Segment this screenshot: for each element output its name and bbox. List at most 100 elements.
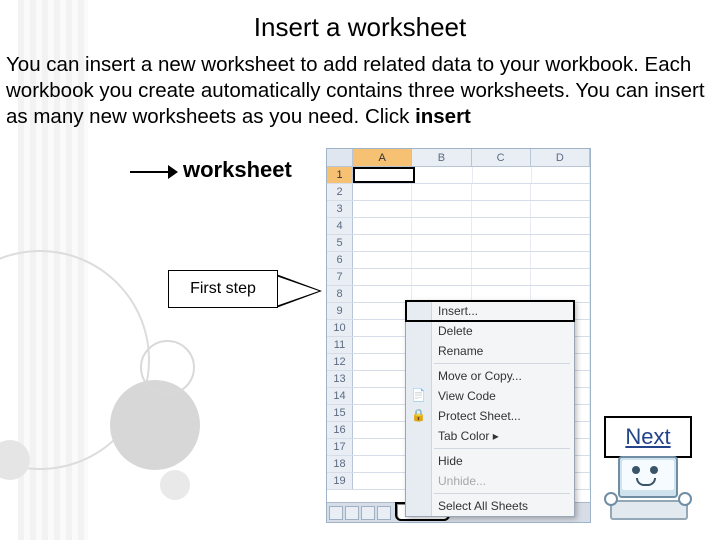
select-all-corner <box>327 149 353 166</box>
cell <box>353 473 412 489</box>
cell <box>353 303 412 319</box>
row-header: 12 <box>327 354 353 370</box>
row-header: 19 <box>327 473 353 489</box>
tab-nav-button <box>329 506 343 520</box>
page-title: Insert a worksheet <box>0 12 720 43</box>
worksheet-keyword: worksheet <box>183 157 292 183</box>
context-menu-item[interactable]: Rename <box>406 341 574 361</box>
column-header: B <box>412 149 471 166</box>
cell <box>412 184 471 200</box>
row-header: 7 <box>327 269 353 285</box>
cell <box>353 218 412 234</box>
context-menu-item[interactable]: Protect Sheet...🔒 <box>406 406 574 426</box>
cell <box>353 456 412 472</box>
row-header: 4 <box>327 218 353 234</box>
cell <box>412 252 471 268</box>
cell <box>473 167 532 183</box>
cell <box>353 252 412 268</box>
cell <box>532 167 591 183</box>
cell <box>353 184 412 200</box>
row-header: 17 <box>327 439 353 455</box>
tab-nav-button <box>377 506 391 520</box>
cell <box>353 371 412 387</box>
row-header: 6 <box>327 252 353 268</box>
cell <box>531 201 590 217</box>
callout-pointer <box>276 276 319 306</box>
cell <box>412 269 471 285</box>
spreadsheet-row: 5 <box>327 235 590 252</box>
row-header: 2 <box>327 184 353 200</box>
row-header: 15 <box>327 405 353 421</box>
cell <box>353 439 412 455</box>
lock-icon: 🔒 <box>411 408 427 424</box>
context-menu-item[interactable]: Hide <box>406 451 574 471</box>
spreadsheet-row: 7 <box>327 269 590 286</box>
cell <box>472 252 531 268</box>
row-header: 16 <box>327 422 353 438</box>
spreadsheet-row: 3 <box>327 201 590 218</box>
cell <box>353 320 412 336</box>
row-header: 13 <box>327 371 353 387</box>
menu-separator <box>434 448 570 449</box>
spreadsheet-row: 1 <box>327 167 590 184</box>
cell <box>531 218 590 234</box>
first-step-callout: First step <box>168 270 278 308</box>
cell <box>531 252 590 268</box>
tab-nav-button <box>345 506 359 520</box>
row-header: 14 <box>327 388 353 404</box>
next-button-box[interactable]: Next <box>604 416 692 458</box>
cell <box>353 201 412 217</box>
cell <box>353 354 412 370</box>
cell <box>412 235 471 251</box>
row-header: 8 <box>327 286 353 302</box>
spreadsheet-row: 2 <box>327 184 590 201</box>
column-header: D <box>531 149 590 166</box>
context-menu: Insert...DeleteRename Move or Copy...View… <box>405 300 575 517</box>
cell <box>531 184 590 200</box>
cell <box>353 167 415 183</box>
cell <box>353 269 412 285</box>
context-menu-item[interactable]: Move or Copy... <box>406 366 574 386</box>
spreadsheet-row: 6 <box>327 252 590 269</box>
row-header: 5 <box>327 235 353 251</box>
bg-circle <box>160 470 190 500</box>
row-header: 11 <box>327 337 353 353</box>
column-header: C <box>472 149 531 166</box>
tab-nav-button <box>361 506 375 520</box>
cell <box>531 235 590 251</box>
cell <box>472 184 531 200</box>
arrow-icon <box>130 163 180 181</box>
cell <box>531 269 590 285</box>
cell <box>472 235 531 251</box>
body-text: You can insert a new worksheet to add re… <box>6 52 716 131</box>
next-link[interactable]: Next <box>625 424 670 450</box>
context-menu-item[interactable]: Insert... <box>406 301 574 321</box>
cell <box>412 218 471 234</box>
row-header: 18 <box>327 456 353 472</box>
context-menu-item: Unhide... <box>406 471 574 491</box>
cell <box>353 337 412 353</box>
column-header-row: ABCD <box>327 149 590 167</box>
callout-label: First step <box>190 280 256 298</box>
context-menu-item[interactable]: Delete <box>406 321 574 341</box>
insert-keyword: insert <box>415 105 471 128</box>
cell <box>353 422 412 438</box>
row-header: 10 <box>327 320 353 336</box>
cell <box>353 235 412 251</box>
context-menu-item[interactable]: Tab Color ▸ <box>406 426 574 446</box>
column-header: A <box>353 149 412 166</box>
cell <box>415 167 474 183</box>
computer-mascot-icon <box>604 456 694 526</box>
cell <box>412 201 471 217</box>
context-menu-item[interactable]: Select All Sheets <box>406 496 574 516</box>
context-menu-item[interactable]: View Code📄 <box>406 386 574 406</box>
body-paragraph: You can insert a new worksheet to add re… <box>6 53 705 128</box>
code-icon: 📄 <box>411 388 427 404</box>
cell <box>472 218 531 234</box>
cell <box>472 201 531 217</box>
menu-separator <box>434 363 570 364</box>
row-header: 9 <box>327 303 353 319</box>
bg-circle <box>110 380 200 470</box>
row-header: 3 <box>327 201 353 217</box>
spreadsheet-row: 4 <box>327 218 590 235</box>
